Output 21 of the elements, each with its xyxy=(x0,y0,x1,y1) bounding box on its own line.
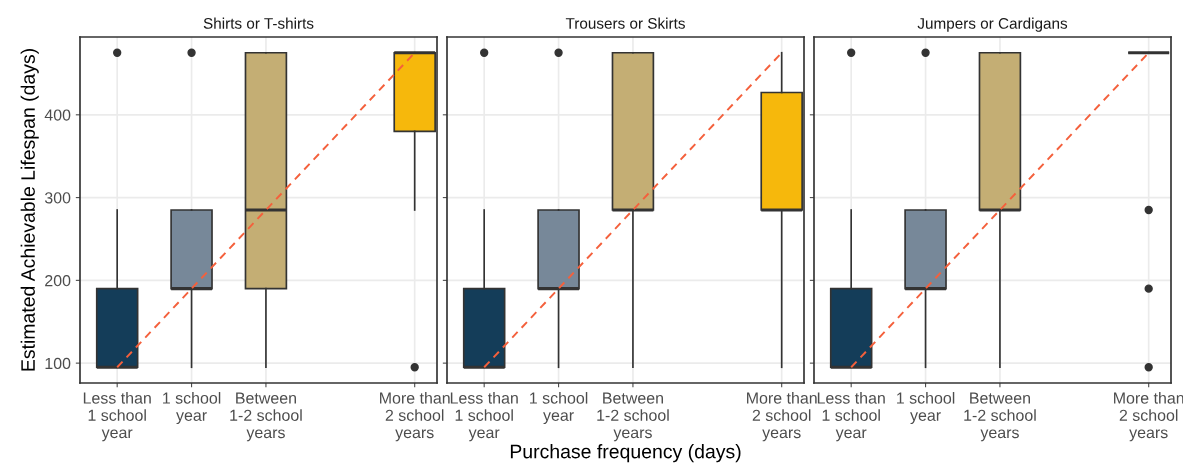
x-tick-label: Between 1-2 school years xyxy=(964,392,1036,442)
x-tick-label: 1 school year xyxy=(163,392,221,425)
y-tick-label: 300 xyxy=(44,192,71,204)
x-tick-label: Between 1-2 school years xyxy=(597,392,669,442)
chart-title: Jumpers or Cardigans xyxy=(917,17,1068,32)
x-tick-label: More than 2 school years xyxy=(747,392,817,442)
chart-title: Trousers or Skirts xyxy=(565,17,685,29)
y-tick-label: 400 xyxy=(44,109,71,121)
x-axis-title: Purchase frequency (days) xyxy=(510,444,741,463)
x-tick-label: 1 school year xyxy=(897,392,955,425)
x-tick-label: 1 school year xyxy=(530,392,588,425)
chart-title: Shirts or T-shirts xyxy=(203,17,314,29)
y-tick-label: 100 xyxy=(45,357,71,370)
y-tick-label: 200 xyxy=(45,274,71,287)
x-tick-label: Between 1-2 school years xyxy=(230,392,302,442)
y-axis-title: Estimated Achievable Lifespan (days) xyxy=(20,49,39,371)
x-tick-label: Less than 1 school year xyxy=(83,392,151,442)
x-tick-label: Less than 1 school year xyxy=(450,392,518,442)
x-tick-label: More than 2 school years xyxy=(380,392,450,442)
x-tick-label: More than 2 school years xyxy=(1114,392,1183,442)
x-tick-label: Less than 1 school year xyxy=(817,392,885,442)
